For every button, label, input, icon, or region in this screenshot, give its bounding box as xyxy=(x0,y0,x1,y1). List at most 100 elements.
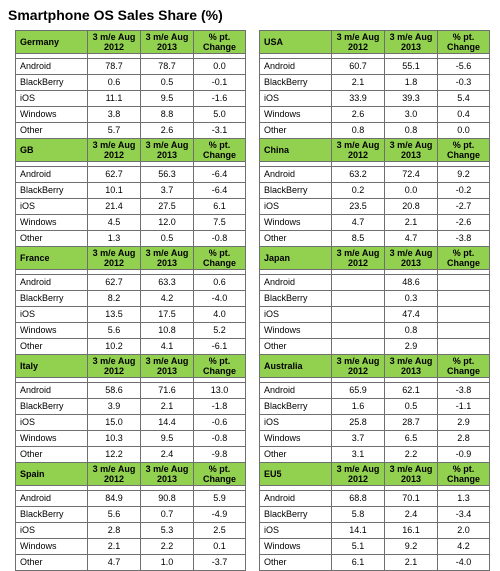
value-change xyxy=(437,322,490,339)
header-2013: 3 m/e Aug 2013 xyxy=(384,30,438,54)
value-change: 0.1 xyxy=(193,538,246,555)
region-name: Spain xyxy=(15,462,88,486)
os-name: Windows xyxy=(15,430,88,447)
table-row: Windows 0.8 xyxy=(259,322,490,339)
value-2012: 63.2 xyxy=(331,166,385,183)
value-change: -0.9 xyxy=(437,446,490,463)
value-2012: 84.9 xyxy=(87,490,141,507)
value-change: 5.4 xyxy=(437,90,490,107)
header-2013: 3 m/e Aug 2013 xyxy=(140,246,194,270)
os-name: Android xyxy=(15,166,88,183)
table-row: iOS 14.1 16.1 2.0 xyxy=(259,522,490,539)
os-name: Other xyxy=(259,338,332,355)
header-2013: 3 m/e Aug 2013 xyxy=(140,354,194,378)
value-change: 2.9 xyxy=(437,414,490,431)
value-2012: 6.1 xyxy=(331,554,385,571)
os-name: Other xyxy=(15,122,88,139)
value-2013: 70.1 xyxy=(384,490,438,507)
value-2013: 2.9 xyxy=(384,338,438,355)
value-change xyxy=(437,290,490,307)
value-change: 2.5 xyxy=(193,522,246,539)
header-2012: 3 m/e Aug 2012 xyxy=(331,462,385,486)
os-name: iOS xyxy=(259,414,332,431)
header-change: % pt. Change xyxy=(437,30,490,54)
value-change: -6.4 xyxy=(193,166,246,183)
table-row: Other 12.2 2.4 -9.8 xyxy=(15,446,246,463)
value-2013: 16.1 xyxy=(384,522,438,539)
value-change: -6.4 xyxy=(193,182,246,199)
value-2013: 0.5 xyxy=(140,74,194,91)
table-row: Windows 2.1 2.2 0.1 xyxy=(15,538,246,555)
value-2013: 1.0 xyxy=(140,554,194,571)
region-name: France xyxy=(15,246,88,270)
value-change: 2.0 xyxy=(437,522,490,539)
header-2013: 3 m/e Aug 2013 xyxy=(140,30,194,54)
value-2013: 4.1 xyxy=(140,338,194,355)
os-name: BlackBerry xyxy=(15,398,88,415)
value-2012: 1.6 xyxy=(331,398,385,415)
value-2012 xyxy=(331,338,385,355)
table-header-row: GB 3 m/e Aug 2012 3 m/e Aug 2013 % pt. C… xyxy=(15,138,246,162)
right-column: USA 3 m/e Aug 2012 3 m/e Aug 2013 % pt. … xyxy=(259,30,490,571)
value-change: 4.0 xyxy=(193,306,246,323)
table-row: iOS 25.8 28.7 2.9 xyxy=(259,414,490,431)
os-name: iOS xyxy=(259,306,332,323)
region-table-germany: Germany 3 m/e Aug 2012 3 m/e Aug 2013 % … xyxy=(15,30,246,571)
value-change: 5.2 xyxy=(193,322,246,339)
region-name: Italy xyxy=(15,354,88,378)
value-2013: 28.7 xyxy=(384,414,438,431)
table-row: Android 62.7 63.3 0.6 xyxy=(15,274,246,291)
os-name: BlackBerry xyxy=(259,182,332,199)
value-2012: 0.8 xyxy=(331,122,385,139)
value-2013: 0.0 xyxy=(384,182,438,199)
value-2013: 8.8 xyxy=(140,106,194,123)
value-2012: 11.1 xyxy=(87,90,141,107)
table-row: iOS 11.1 9.5 -1.6 xyxy=(15,90,246,107)
table-row: BlackBerry 0.3 xyxy=(259,290,490,307)
header-2013: 3 m/e Aug 2013 xyxy=(140,462,194,486)
table-row: Windows 3.7 6.5 2.8 xyxy=(259,430,490,447)
header-2012: 3 m/e Aug 2012 xyxy=(331,246,385,270)
value-2012: 13.5 xyxy=(87,306,141,323)
os-name: iOS xyxy=(15,522,88,539)
value-2013: 14.4 xyxy=(140,414,194,431)
table-row: iOS 33.9 39.3 5.4 xyxy=(259,90,490,107)
value-2012: 60.7 xyxy=(331,58,385,75)
header-change: % pt. Change xyxy=(193,462,246,486)
value-change: -9.8 xyxy=(193,446,246,463)
table-row: Other 2.9 xyxy=(259,338,490,355)
value-2012: 2.6 xyxy=(331,106,385,123)
header-2013: 3 m/e Aug 2013 xyxy=(384,462,438,486)
value-2012: 10.2 xyxy=(87,338,141,355)
header-change: % pt. Change xyxy=(437,138,490,162)
os-name: BlackBerry xyxy=(259,506,332,523)
value-change: -0.8 xyxy=(193,230,246,247)
os-name: BlackBerry xyxy=(15,290,88,307)
value-2012: 78.7 xyxy=(87,58,141,75)
os-name: Android xyxy=(259,166,332,183)
value-2013: 78.7 xyxy=(140,58,194,75)
table-row: BlackBerry 0.2 0.0 -0.2 xyxy=(259,182,490,199)
os-name: Other xyxy=(15,230,88,247)
value-2013: 3.0 xyxy=(384,106,438,123)
table-row: Android 63.2 72.4 9.2 xyxy=(259,166,490,183)
table-row: Windows 3.8 8.8 5.0 xyxy=(15,106,246,123)
value-2012: 5.6 xyxy=(87,322,141,339)
region-name: China xyxy=(259,138,332,162)
table-row: BlackBerry 2.1 1.8 -0.3 xyxy=(259,74,490,91)
value-2013: 4.7 xyxy=(384,230,438,247)
value-2013: 10.8 xyxy=(140,322,194,339)
value-change: -1.6 xyxy=(193,90,246,107)
table-row: iOS 13.5 17.5 4.0 xyxy=(15,306,246,323)
value-change: -3.8 xyxy=(437,382,490,399)
region-name: USA xyxy=(259,30,332,54)
header-2012: 3 m/e Aug 2012 xyxy=(87,246,141,270)
value-2013: 0.7 xyxy=(140,506,194,523)
value-2012: 12.2 xyxy=(87,446,141,463)
value-change: 0.6 xyxy=(193,274,246,291)
value-2012: 4.7 xyxy=(87,554,141,571)
table-header-row: USA 3 m/e Aug 2012 3 m/e Aug 2013 % pt. … xyxy=(259,30,490,54)
header-2013: 3 m/e Aug 2013 xyxy=(384,354,438,378)
value-change: -0.3 xyxy=(437,74,490,91)
value-2012: 2.1 xyxy=(331,74,385,91)
